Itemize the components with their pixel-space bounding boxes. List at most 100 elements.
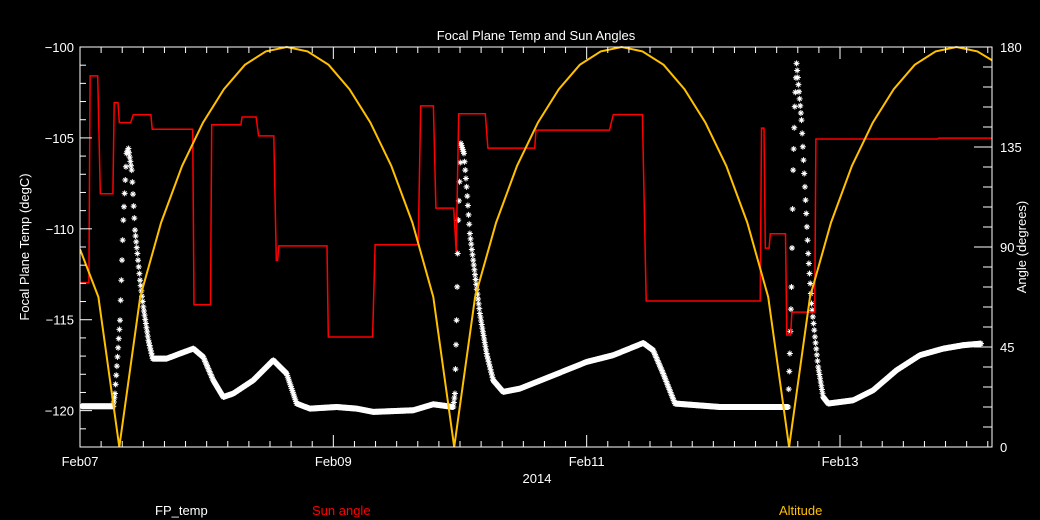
fp-temp-point xyxy=(650,347,657,354)
fp-temp-point xyxy=(202,358,209,365)
fp-temp-point xyxy=(455,197,462,204)
fp-temp-point xyxy=(207,371,214,378)
fp-temp-point xyxy=(481,339,488,346)
fp-temp-point xyxy=(797,102,804,109)
fp-temp-point xyxy=(204,364,211,371)
fp-temp-point xyxy=(654,357,661,364)
fp-temp-point xyxy=(811,327,818,334)
fp-temp-point xyxy=(457,159,464,166)
fp-temp-point xyxy=(460,148,467,155)
fp-temp-point xyxy=(471,266,478,273)
y2-axis-label: Angle (degrees) xyxy=(1014,201,1029,294)
fp-temp-point xyxy=(120,217,127,224)
fp-temp-point xyxy=(286,379,293,386)
fp-temp-point xyxy=(815,367,822,374)
fp-temp-point xyxy=(124,148,131,155)
y-axis-label: Focal Plane Temp (degC) xyxy=(17,173,32,320)
fp-temp-point xyxy=(819,390,826,397)
fp-temp-point xyxy=(486,363,493,370)
fp-temp-point xyxy=(658,367,665,374)
fp-temp-point xyxy=(468,241,475,248)
fp-temp-point xyxy=(141,312,148,319)
fp-temp-point xyxy=(795,81,802,88)
fp-temp-point xyxy=(124,147,131,154)
fp-temp-point xyxy=(289,389,296,396)
fp-temp-point xyxy=(808,300,815,307)
fp-temp-point xyxy=(117,317,124,324)
fp-temp-point xyxy=(128,162,135,169)
fp-temp-point xyxy=(133,244,140,251)
fp-temp-point xyxy=(135,257,142,264)
fp-temp-point xyxy=(462,175,469,182)
fp-temp-point xyxy=(115,335,122,342)
fp-temp-point xyxy=(149,353,156,360)
fp-temp-point xyxy=(119,257,126,264)
fp-temp-point xyxy=(120,203,127,210)
fp-temp-point xyxy=(284,374,291,381)
x-tick-label: Feb11 xyxy=(569,454,605,469)
x-tick-label: Feb09 xyxy=(315,454,352,469)
fp-temp-point xyxy=(145,337,152,344)
fp-temp-point xyxy=(454,283,461,290)
fp-temp-point xyxy=(142,316,149,323)
fp-temp-point xyxy=(484,355,491,362)
fp-temp-point xyxy=(142,320,149,327)
fp-temp-point xyxy=(462,167,469,174)
fp-temp-point xyxy=(657,363,664,370)
fp-temp-point xyxy=(129,191,136,198)
fp-temp-point xyxy=(451,390,458,397)
fp-temp-point xyxy=(817,375,824,382)
fp-temp-point xyxy=(292,396,299,403)
fp-temp-point xyxy=(486,361,493,368)
fp-temp-point xyxy=(466,230,473,237)
fp-temp-point xyxy=(478,321,485,328)
fp-temp-point xyxy=(804,237,811,244)
fp-temp-point xyxy=(144,328,151,335)
fp-temp-point xyxy=(798,117,805,124)
fp-temp-point xyxy=(139,293,146,300)
fp-temp-point xyxy=(475,295,482,302)
fp-temp-point xyxy=(669,394,676,401)
chart-title: Focal Plane Temp and Sun Angles xyxy=(437,28,636,43)
fp-temp-point xyxy=(977,340,984,347)
fp-temp-point xyxy=(132,232,139,239)
fp-temp-point xyxy=(207,370,214,376)
fp-temp-point xyxy=(785,404,792,410)
fp-temp-point xyxy=(451,395,458,402)
fp-temp-point xyxy=(111,390,118,397)
fp-temp-point xyxy=(800,157,807,164)
fp-temp-point xyxy=(203,362,210,369)
fp-temp-point xyxy=(136,270,143,277)
fp-temp-point xyxy=(455,217,462,224)
fp-temp-point xyxy=(131,227,138,234)
fp-temp-point xyxy=(130,203,137,210)
y2-tick-label: 90 xyxy=(1000,240,1014,255)
fp-temp-point xyxy=(460,150,467,157)
y2-tick-label: 135 xyxy=(1000,140,1022,155)
fp-temp-point xyxy=(288,385,295,392)
fp-temp-point xyxy=(797,110,804,116)
fp-temp-point xyxy=(453,341,460,348)
fp-temp-point xyxy=(452,366,459,373)
fp-temp-point xyxy=(123,150,130,157)
fp-temp-point xyxy=(786,368,793,375)
fp-temp-point xyxy=(112,381,119,388)
fp-temp-point xyxy=(799,143,806,150)
fp-temp-point xyxy=(670,397,677,404)
fp-temp-point xyxy=(790,145,797,152)
fp-temp-point xyxy=(117,297,124,304)
fp-temp-point xyxy=(206,368,213,375)
fp-temp-point xyxy=(657,364,664,371)
fp-temp-point xyxy=(291,394,298,401)
fp-temp-point xyxy=(668,391,675,398)
fp-temp-point xyxy=(662,376,669,383)
fp-temp-point xyxy=(476,305,483,312)
fp-temp-point xyxy=(789,245,796,252)
fp-temp-point xyxy=(656,361,663,368)
y2-tick-label: 0 xyxy=(1000,440,1007,455)
fp-temp-point xyxy=(467,235,474,242)
fp-temp-point xyxy=(806,270,813,277)
fp-temp-point xyxy=(450,404,457,410)
fp-temp-point xyxy=(143,324,150,331)
